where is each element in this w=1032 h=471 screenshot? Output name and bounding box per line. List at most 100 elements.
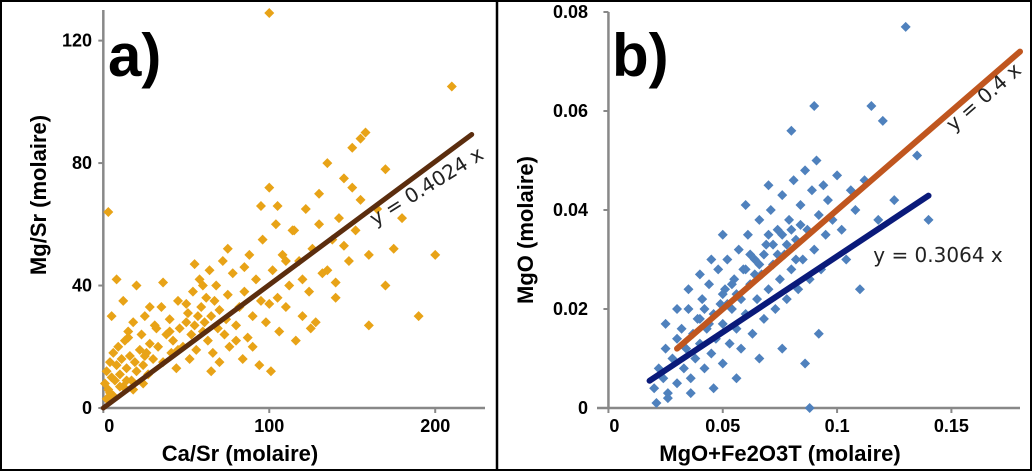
data-point [747, 328, 758, 339]
data-point [237, 354, 248, 365]
panel-b-label: b) [612, 22, 669, 89]
data-point [797, 254, 808, 265]
data-point [148, 354, 159, 365]
x-tick-label: 0 [104, 416, 114, 436]
fit-line [100, 132, 475, 411]
data-point [103, 207, 114, 218]
data-point [781, 294, 792, 305]
data-point [676, 323, 687, 334]
data-point [131, 280, 142, 291]
data-point [338, 240, 349, 251]
data-point [717, 358, 728, 369]
data-point [139, 350, 150, 361]
panel-b: b) MgO+Fe2O3T (molaire) MgO (molaire) 0 0… [513, 2, 1026, 466]
data-point [758, 313, 769, 324]
fit-line-equation: y = 0.4024 x [365, 141, 488, 230]
y-tick-label: 0 [82, 398, 92, 418]
x-tick-label: 0.05 [705, 416, 740, 436]
x-tick-label: 0.1 [825, 416, 850, 436]
data-point [685, 388, 696, 399]
data-point [108, 347, 119, 358]
y-tick-label: 0.02 [553, 299, 588, 319]
data-point [144, 338, 155, 349]
data-point [923, 214, 934, 225]
data-point [784, 214, 795, 225]
data-point [101, 366, 112, 377]
data-point [290, 335, 301, 346]
data-point [713, 264, 724, 275]
data-point [804, 403, 815, 413]
data-point [254, 360, 265, 371]
data-point [763, 229, 774, 240]
data-point [800, 358, 811, 369]
data-point [219, 329, 230, 340]
data-point [201, 292, 212, 303]
data-point [129, 357, 140, 368]
data-point [363, 249, 374, 260]
data-point [763, 284, 774, 295]
data-point [786, 125, 797, 136]
data-point [206, 366, 217, 377]
data-point [224, 341, 235, 352]
data-point [280, 256, 291, 267]
data-point [900, 21, 911, 32]
data-point [355, 133, 366, 144]
data-point [788, 175, 799, 186]
data-point [717, 229, 728, 240]
data-point [128, 317, 139, 328]
data-point [754, 353, 765, 364]
data-point [274, 326, 285, 337]
data-point [114, 381, 125, 392]
data-point [841, 254, 852, 265]
data-point [297, 274, 308, 285]
data-point [186, 329, 197, 340]
data-point [138, 360, 149, 371]
data-point [156, 301, 167, 312]
data-point [168, 335, 179, 346]
data-point [736, 343, 747, 354]
data-point [164, 314, 175, 325]
y-tick-label: 0.08 [553, 2, 588, 22]
data-point [247, 311, 258, 322]
data-point [800, 165, 811, 176]
data-point [651, 398, 662, 409]
fit-line [674, 48, 1023, 352]
data-point [231, 335, 242, 346]
data-point [197, 280, 208, 291]
y-tick-label: 0.06 [553, 101, 588, 121]
data-point [397, 213, 408, 224]
y-tick-label: 120 [62, 31, 92, 51]
data-point [111, 274, 122, 285]
data-point [777, 190, 788, 201]
data-point [731, 373, 742, 384]
data-point [347, 142, 358, 153]
data-point [850, 205, 861, 215]
data-point [818, 180, 829, 191]
data-point [199, 317, 210, 328]
data-point [706, 254, 717, 265]
data-point [786, 224, 797, 235]
data-point [388, 243, 399, 254]
data-point [761, 239, 772, 250]
data-point [284, 280, 295, 291]
data-point [754, 214, 765, 225]
data-point [790, 254, 801, 265]
data-point [745, 249, 756, 260]
data-point [690, 353, 701, 364]
data-point [264, 182, 275, 193]
data-point [873, 214, 884, 225]
data-point [136, 329, 147, 340]
data-point [662, 393, 673, 404]
data-point [742, 229, 753, 240]
data-point [144, 301, 155, 312]
data-point [297, 311, 308, 322]
data-point [189, 320, 200, 331]
data-point [649, 383, 660, 394]
data-point [151, 323, 162, 334]
data-point [330, 292, 341, 303]
data-point [255, 295, 266, 306]
data-point [774, 274, 785, 285]
